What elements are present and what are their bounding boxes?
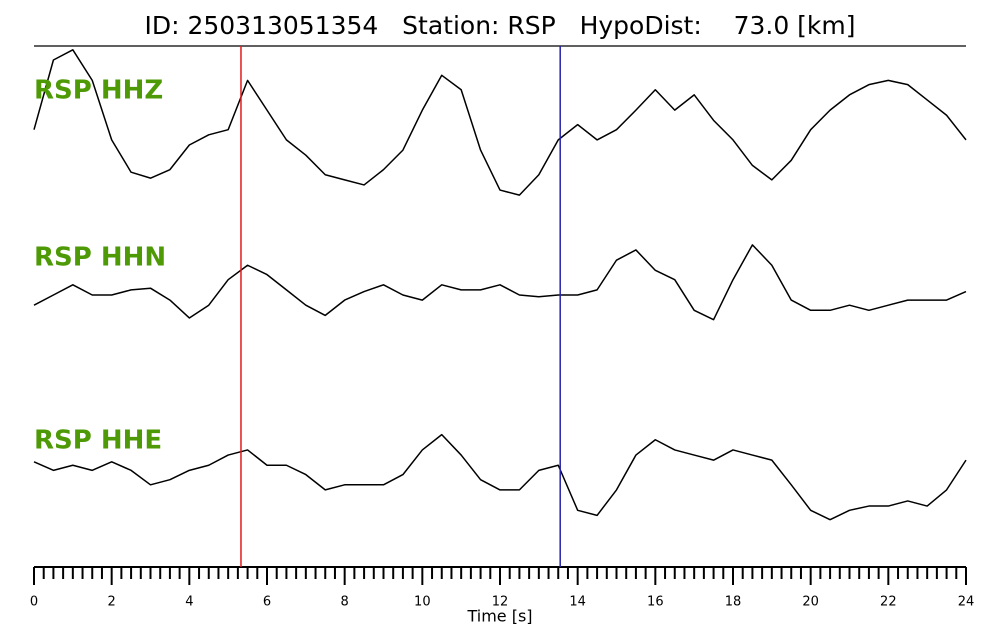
x-tick-label: 2 — [108, 595, 116, 610]
x-tick-label: 22 — [880, 595, 897, 610]
x-tick-label: 8 — [341, 595, 349, 610]
trace-label: RSP HHZ — [34, 76, 163, 106]
x-tick-label: 6 — [263, 595, 271, 610]
x-tick-label: 18 — [725, 595, 742, 610]
trace-label: RSP HHN — [34, 243, 166, 273]
trace-label: RSP HHE — [34, 426, 162, 456]
trace — [33, 49, 967, 196]
trace — [33, 244, 967, 321]
x-tick-label: 24 — [958, 595, 975, 610]
x-tick-label: 20 — [802, 595, 819, 610]
x-tick-label: 4 — [185, 595, 193, 610]
x-axis-label: Time [s] — [466, 607, 532, 626]
x-tick-label: 16 — [647, 595, 664, 610]
trace — [33, 433, 967, 521]
x-tick-label: 12 — [492, 595, 509, 610]
chart-title: ID: 250313051354 Station: RSP HypoDist: … — [144, 11, 855, 40]
x-tick-label: 0 — [30, 595, 38, 610]
x-tick-label: 14 — [569, 595, 586, 610]
x-tick-label: 10 — [414, 595, 431, 610]
